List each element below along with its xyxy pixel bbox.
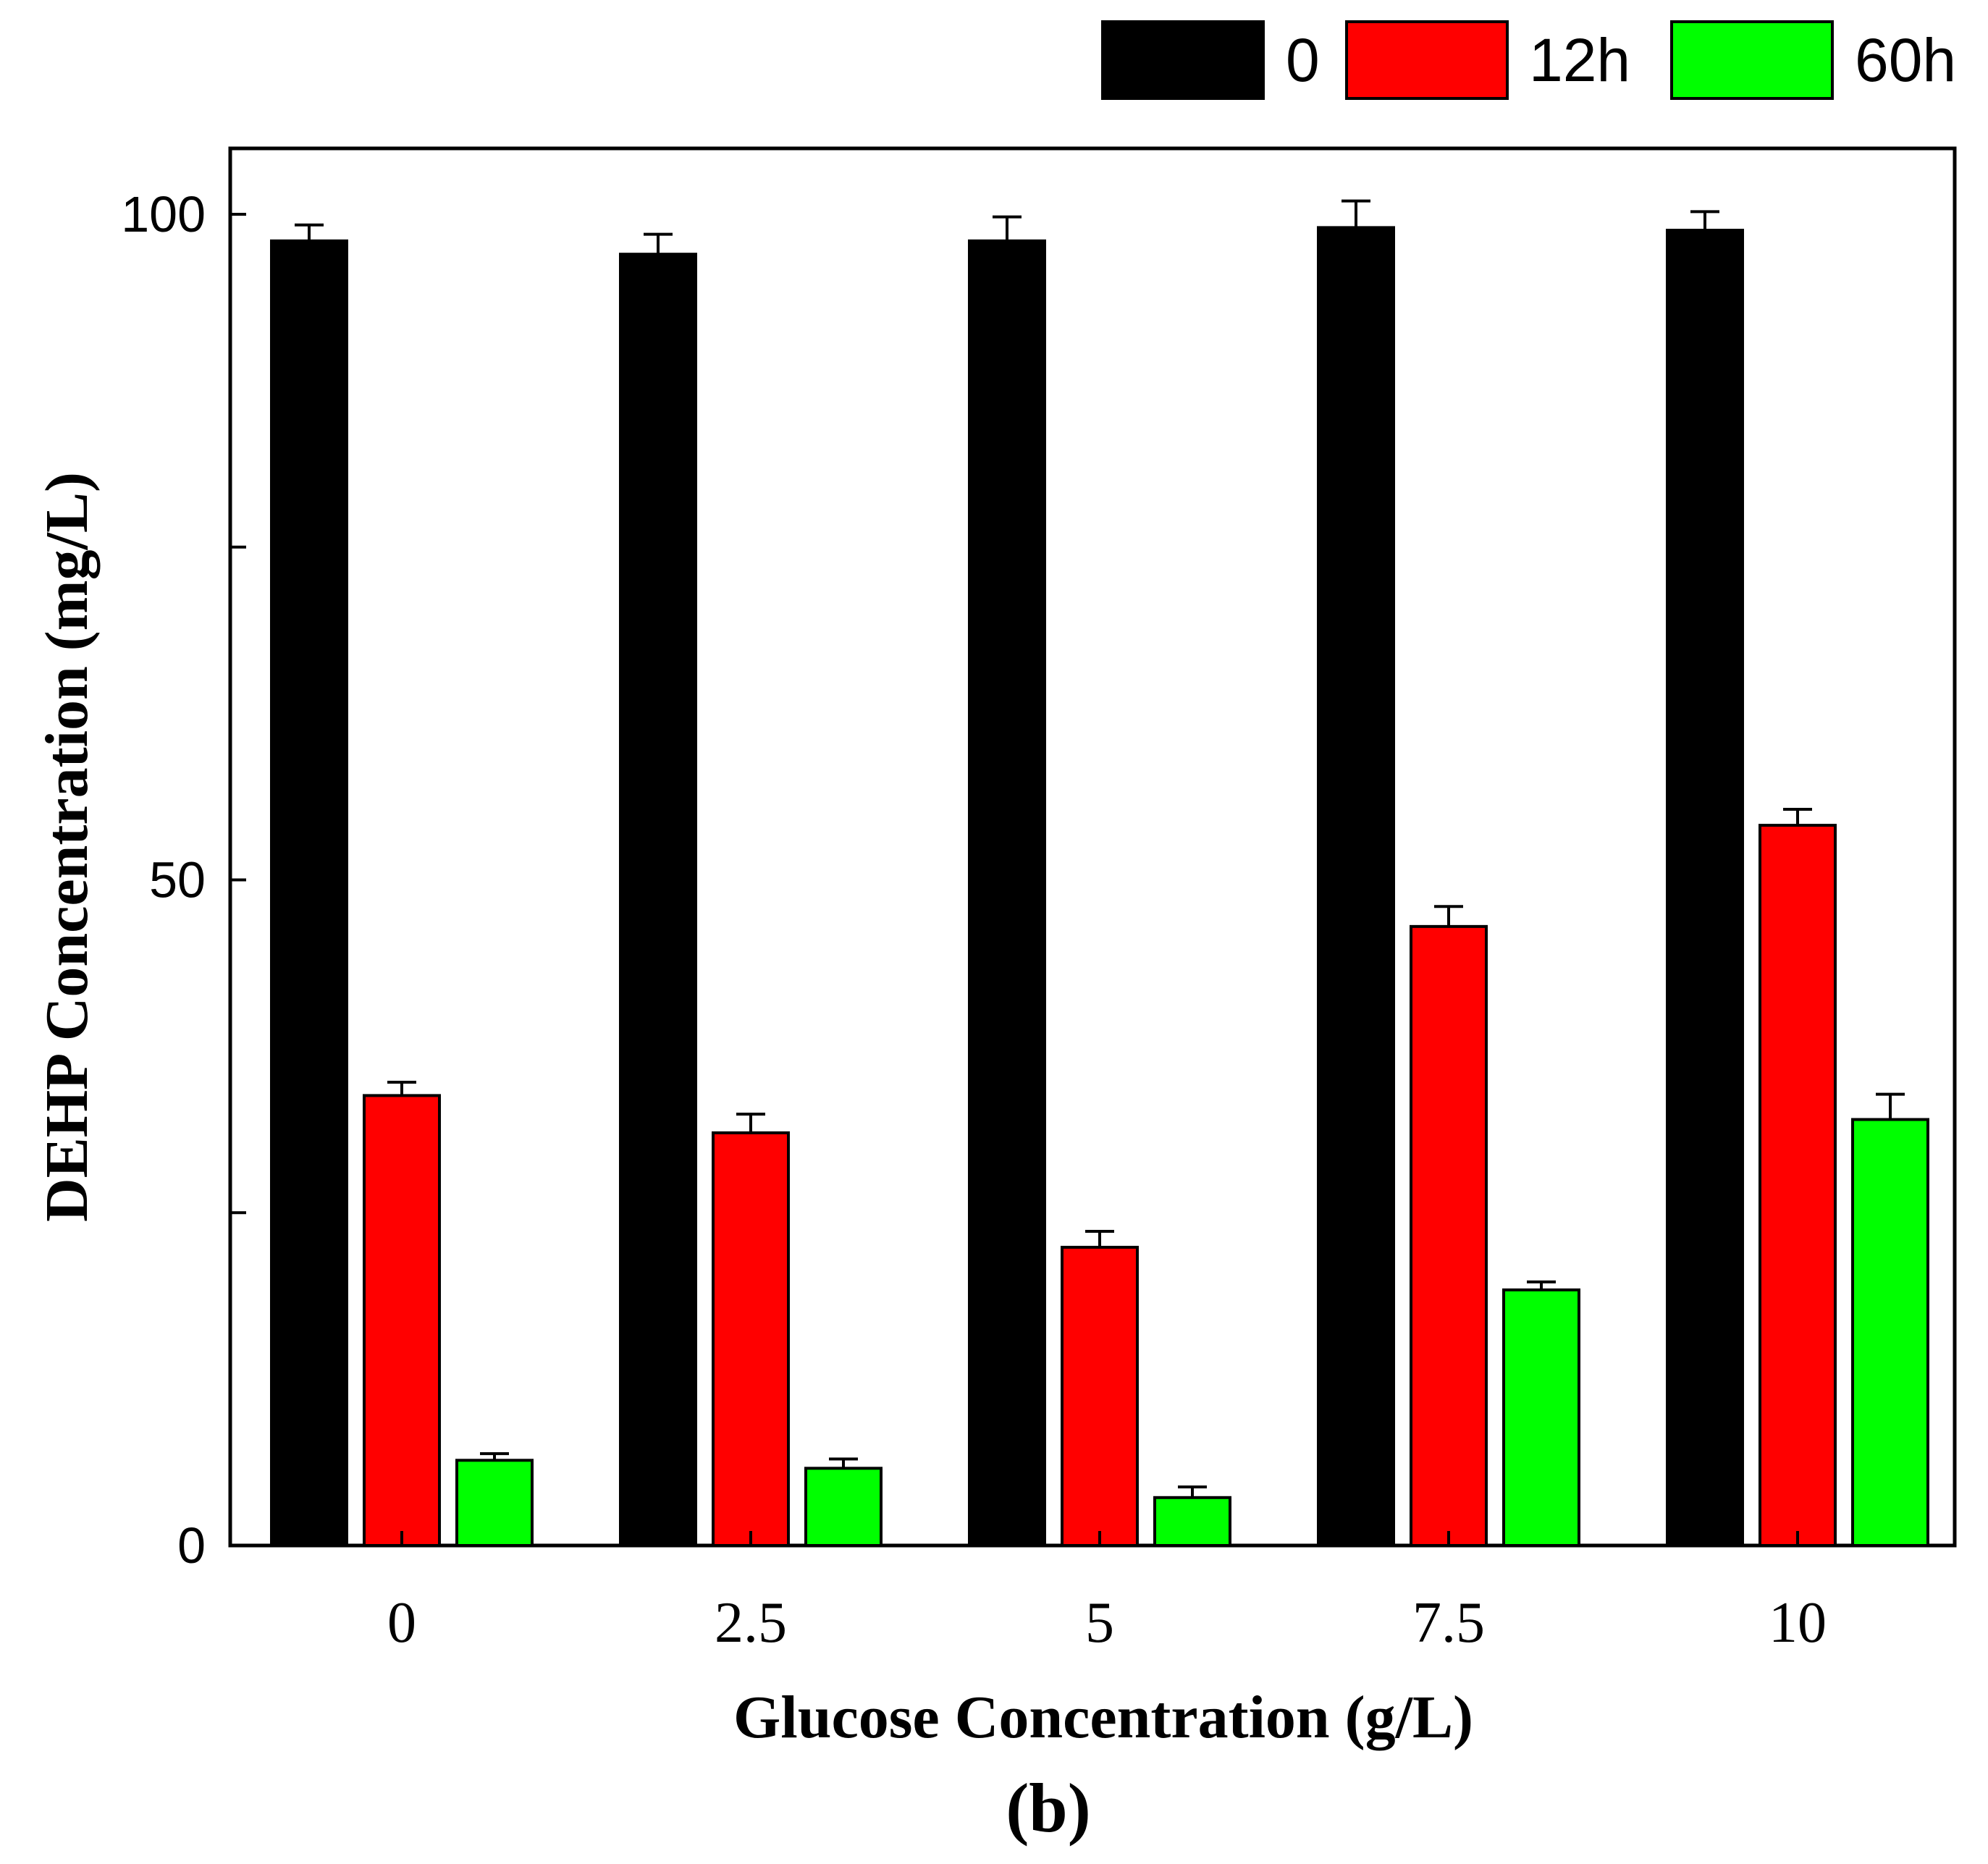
bar-60h-0 xyxy=(455,1459,534,1547)
bar-0-10 xyxy=(1666,229,1744,1547)
bar-12h-5 xyxy=(1061,1246,1139,1547)
bar-12h-2.5 xyxy=(712,1131,790,1548)
x-tick-label-7.5: 7.5 xyxy=(1412,1591,1485,1655)
legend-label-12h: 12h xyxy=(1529,26,1630,94)
panel-label: (b) xyxy=(1006,1769,1090,1847)
bar-60h-10 xyxy=(1851,1118,1929,1547)
bars-layer xyxy=(270,226,1929,1548)
bar-60h-2.5 xyxy=(804,1467,883,1548)
x-tick-label-2.5: 2.5 xyxy=(715,1591,787,1655)
x-tick-label-0: 0 xyxy=(387,1591,416,1655)
bar-12h-10 xyxy=(1759,824,1837,1547)
errorbars-layer xyxy=(295,199,1905,1498)
bar-0-2.5 xyxy=(619,253,697,1547)
y-tick-label-100: 100 xyxy=(121,186,206,243)
legend-label-0: 0 xyxy=(1286,26,1320,94)
y-axis: 0 50 100 xyxy=(121,186,246,1574)
x-axis-label: Glucose Concentration (g/L) xyxy=(733,1684,1473,1751)
bar-0-0 xyxy=(270,239,348,1547)
bar-12h-0 xyxy=(363,1094,441,1547)
bar-60h-7.5 xyxy=(1502,1288,1580,1547)
x-tick-label-10: 10 xyxy=(1769,1591,1827,1655)
x-tick-label-5: 5 xyxy=(1085,1591,1114,1655)
legend-swatch-60h xyxy=(1670,20,1834,100)
bar-0-5 xyxy=(968,239,1046,1547)
legend-swatch-12h xyxy=(1345,20,1509,100)
y-tick-label-0: 0 xyxy=(177,1517,206,1574)
y-tick-label-50: 50 xyxy=(149,852,206,908)
bar-12h-7.5 xyxy=(1410,924,1488,1547)
bar-60h-5 xyxy=(1153,1496,1231,1547)
bar-0-7.5 xyxy=(1317,226,1395,1547)
legend-swatch-0 xyxy=(1101,20,1265,100)
x-axis: 0 2.5 5 7.5 10 xyxy=(387,1531,1827,1655)
legend: 0 12h 60h xyxy=(1101,20,1956,100)
legend-label-60h: 60h xyxy=(1855,26,1956,94)
y-axis-label: DEHP Concentration (mg/L) xyxy=(33,472,101,1222)
